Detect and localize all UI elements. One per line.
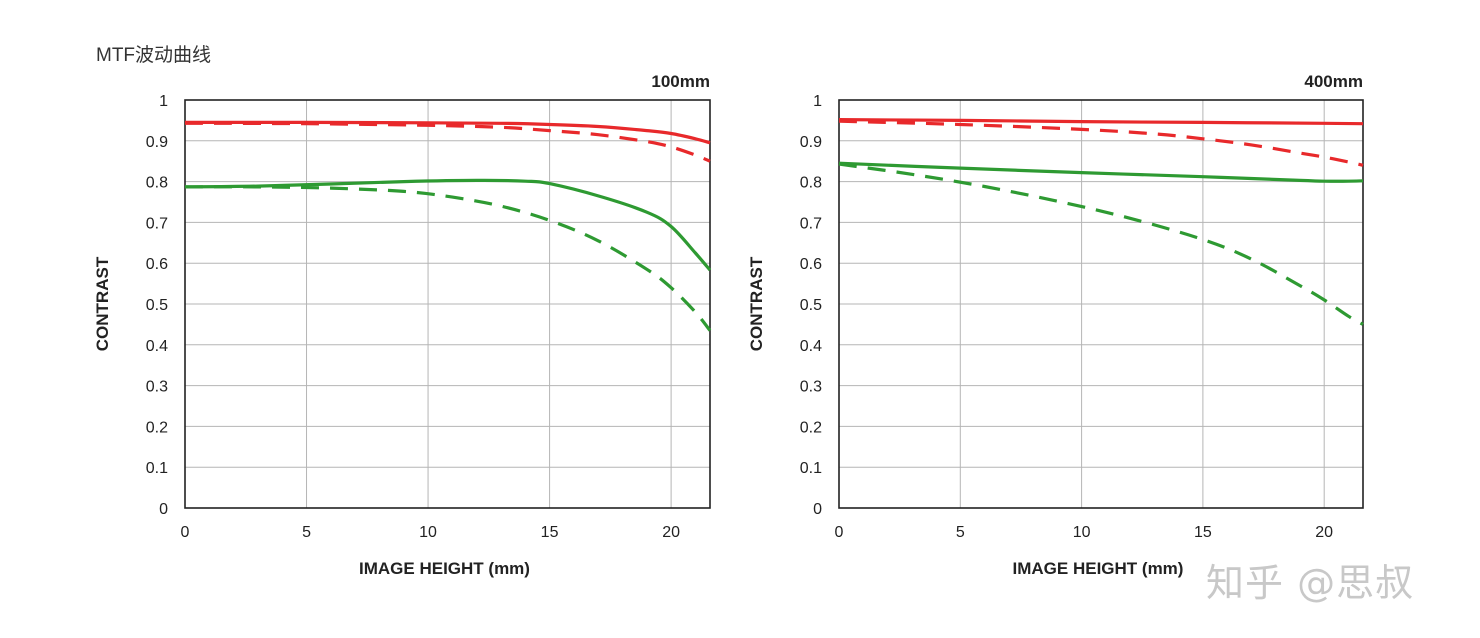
mtf-series-line [184, 121, 711, 163]
y-tick-label: 0.1 [800, 460, 822, 477]
y-tick-label: 0.6 [800, 256, 822, 273]
chart-title: 100mm [651, 72, 710, 91]
y-tick-label: 0.2 [146, 419, 168, 436]
y-axis-label: CONTRAST [747, 256, 766, 351]
y-tick-label: 0.7 [146, 215, 168, 232]
x-tick-label: 0 [835, 524, 844, 541]
y-tick-label: 0.3 [146, 379, 168, 396]
y-tick-label: 0.6 [146, 256, 168, 273]
chart-title: 400mm [1304, 72, 1363, 91]
y-tick-label: 0.5 [146, 297, 168, 314]
watermark: 知乎 @思叔 [1206, 561, 1415, 605]
mtf-series-line [838, 162, 1364, 326]
plot-frame [838, 99, 1364, 509]
x-tick-label: 5 [302, 524, 311, 541]
page-title: MTF波动曲线 [96, 45, 212, 66]
y-tick-label: 0.5 [800, 297, 822, 314]
y-tick-label: 0.9 [800, 134, 822, 151]
y-tick-label: 1 [813, 93, 822, 110]
y-tick-label: 0.3 [800, 379, 822, 396]
y-tick-label: 0.2 [800, 419, 822, 436]
x-tick-label: 10 [1073, 524, 1091, 541]
mtf-series-line [838, 161, 1364, 183]
y-tick-label: 0.4 [800, 338, 822, 355]
mtf-series-line [185, 120, 711, 145]
y-tick-label: 1 [159, 93, 168, 110]
y-axis-label: CONTRAST [93, 256, 112, 351]
x-tick-label: 20 [662, 524, 680, 541]
x-axis-label: IMAGE HEIGHT (mm) [359, 559, 530, 578]
x-tick-label: 0 [181, 524, 190, 541]
y-tick-label: 0.9 [146, 134, 168, 151]
y-tick-label: 0.8 [146, 175, 168, 192]
x-tick-label: 5 [956, 524, 965, 541]
mtf-series-line [838, 119, 1364, 167]
y-tick-label: 0.1 [146, 460, 168, 477]
mtf-series-line [184, 185, 712, 332]
plot-frame [184, 99, 711, 509]
y-tick-label: 0 [159, 501, 168, 518]
x-tick-label: 20 [1315, 524, 1333, 541]
mtf-series-line [838, 118, 1364, 126]
x-tick-label: 15 [1194, 524, 1212, 541]
y-tick-label: 0 [813, 501, 822, 518]
x-tick-label: 10 [419, 524, 437, 541]
y-tick-label: 0.7 [800, 215, 822, 232]
y-tick-label: 0.8 [800, 175, 822, 192]
mtf-series-line [184, 178, 712, 272]
y-tick-label: 0.4 [146, 338, 168, 355]
x-axis-label: IMAGE HEIGHT (mm) [1013, 559, 1184, 578]
x-tick-label: 15 [541, 524, 559, 541]
